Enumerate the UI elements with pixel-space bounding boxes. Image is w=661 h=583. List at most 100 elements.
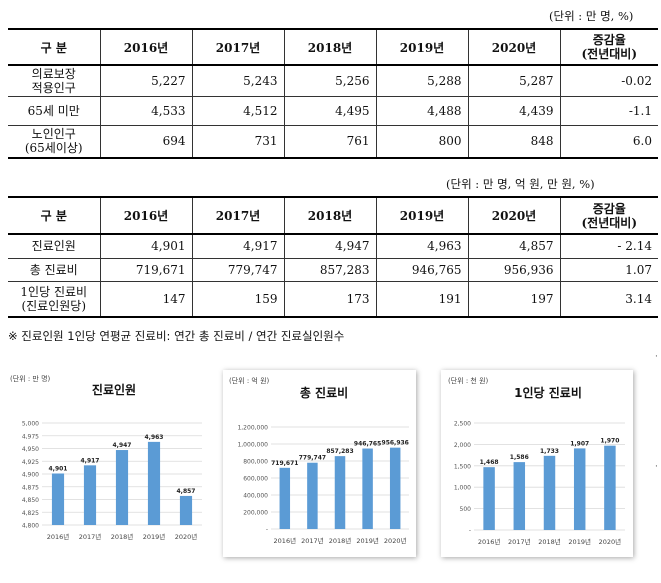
cell-value: 946,765: [375, 257, 469, 282]
header-year: 2017년: [191, 196, 285, 235]
table1-unit: (단위 : 만 명, %): [549, 9, 634, 23]
x-tick-label: 2019년: [143, 532, 166, 541]
chart-per-capita-expense: (단위 : 천 원) 1인당 진료비 - 500 1,000 1,500 2,000 2,50…: [441, 370, 633, 557]
y-tick-label: 2,000: [454, 442, 471, 449]
x-tick-label: 2017년: [79, 532, 102, 541]
header-year: 2020년: [467, 196, 561, 235]
data-label: 1,468: [480, 459, 499, 466]
header-change: 증감율 (전년대비): [559, 196, 658, 235]
y-tick-label: 1,200,000: [237, 425, 268, 432]
y-tick-label: 2,500: [454, 421, 471, 428]
bar: [83, 465, 97, 525]
y-tick-label: 600,000: [243, 476, 268, 483]
bar: [279, 467, 291, 529]
header-year: 2019년: [375, 196, 469, 235]
cell-change: -1.1: [559, 95, 658, 126]
x-tick-label: 2018년: [111, 532, 134, 541]
cell-value: 4,901: [99, 233, 193, 259]
cell-change: 6.0: [559, 124, 658, 159]
data-label: 1,586: [510, 454, 529, 461]
cell-value: 779,747: [191, 257, 285, 282]
y-tick-label: -: [469, 528, 471, 535]
x-tick-label: 2020년: [175, 532, 198, 541]
header-year: 2018년: [283, 28, 377, 66]
row-label: 의료보장 적용인구: [8, 64, 101, 97]
y-tick-label: 1,000: [454, 485, 471, 492]
table-row: 의료보장 적용인구 5,227 5,243 5,256 5,288 5,287 -…: [8, 64, 658, 97]
header-year: 2016년: [99, 28, 193, 66]
cell-change: 3.14: [559, 280, 658, 318]
header-year: 2018년: [283, 196, 377, 235]
y-tick-label: 4,825: [22, 510, 39, 517]
row-label: 진료인원: [8, 233, 101, 259]
y-tick-label: 800,000: [243, 459, 268, 466]
data-label: 4,917: [81, 457, 100, 464]
row-label: 노인인구 (65세이상): [8, 124, 101, 159]
cell-value: 5,243: [191, 64, 285, 97]
chart-title: 1인당 진료비: [514, 385, 582, 400]
cell-value: 4,947: [283, 233, 377, 259]
bar: [483, 467, 495, 530]
cell-value: 4,512: [191, 95, 285, 126]
cell-value: 4,963: [375, 233, 469, 259]
chart-total-expense-svg: (단위 : 억 원) 총 진료비 - 200,000 400,000 600,000 800…: [229, 376, 409, 545]
x-tick-label: 2017년: [508, 537, 531, 546]
y-tick-label: 4,950: [22, 446, 39, 453]
cell-value: 848: [467, 124, 561, 159]
cell-value: 5,227: [99, 64, 193, 97]
bar: [389, 447, 401, 529]
bar: [147, 441, 161, 525]
medical-expense-table: 구 분 2016년 2017년 2018년 2019년 2020년 증감율 (전년…: [8, 196, 658, 318]
table-row: 1인당 진료비 (진료인원당) 147 159 173 191 197 3.14: [8, 280, 658, 318]
cell-value: 197: [467, 280, 561, 318]
cell-value: 857,283: [283, 257, 377, 282]
margin-mark: ·: [655, 462, 658, 472]
y-tick-label: 1,500: [454, 463, 471, 470]
cell-change: -0.02: [559, 64, 658, 97]
x-tick-label: 2016년: [47, 532, 70, 541]
chart-unit-label: (단위 : 억 원): [229, 376, 270, 385]
y-tick-label: 200,000: [243, 510, 268, 517]
header-category: 구 분: [8, 28, 101, 66]
data-label: 4,901: [49, 465, 68, 472]
bar: [334, 456, 346, 529]
data-label: 1,733: [540, 448, 559, 455]
chart-unit-label: (단위 : 천 원): [448, 376, 489, 385]
bar: [513, 462, 526, 530]
header-change: 증감율 (전년대비): [559, 28, 658, 66]
chart-unit-label: (단위 : 만 명): [10, 374, 51, 383]
header-year: 2016년: [99, 196, 193, 235]
data-label: 719,671: [271, 460, 298, 467]
header-year: 2017년: [191, 28, 285, 66]
row-label: 65세 미만: [8, 95, 101, 126]
x-tick-label: 2020년: [599, 537, 622, 546]
cell-value: 694: [99, 124, 193, 159]
cell-value: 800: [375, 124, 469, 159]
cell-change: - 2.14: [559, 233, 658, 259]
cell-value: 761: [283, 124, 377, 159]
y-tick-label: 400,000: [243, 493, 268, 500]
bar: [307, 462, 318, 529]
cell-value: 159: [191, 280, 285, 318]
y-tick-label: 1,000,000: [237, 442, 268, 449]
x-tick-label: 2020년: [384, 536, 407, 545]
chart-title: 총 진료비: [300, 385, 348, 400]
cell-value: 4,917: [191, 233, 285, 259]
cell-value: 4,488: [375, 95, 469, 126]
cell-value: 4,439: [467, 95, 561, 126]
y-tick-label: 4,975: [22, 433, 39, 440]
data-label: 857,283: [326, 448, 353, 455]
bar: [362, 448, 373, 529]
y-tick-label: 4,925: [22, 459, 39, 466]
table-row: 진료인원 4,901 4,917 4,947 4,963 4,857 - 2.1…: [8, 233, 658, 259]
cell-value: 147: [99, 280, 193, 318]
x-tick-label: 2016년: [274, 536, 297, 545]
cell-value: 4,533: [99, 95, 193, 126]
chart-per-capita-expense-svg: (단위 : 천 원) 1인당 진료비 - 500 1,000 1,500 2,000 2,50…: [448, 376, 625, 546]
table-row: 노인인구 (65세이상) 694 731 761 800 848 6.0: [8, 124, 658, 159]
chart-title: 진료인원: [92, 382, 136, 397]
cell-value: 191: [375, 280, 469, 318]
y-tick-label: 4,900: [22, 472, 39, 479]
y-tick-label: 4,800: [22, 523, 39, 530]
cell-value: 4,495: [283, 95, 377, 126]
